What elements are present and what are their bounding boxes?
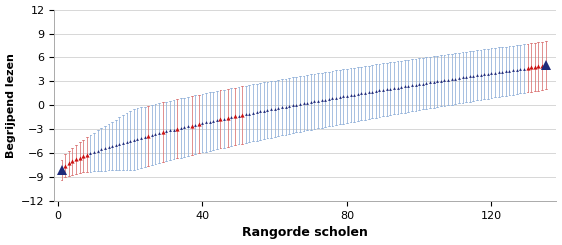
Y-axis label: Begrijpend lezen: Begrijpend lezen	[6, 53, 16, 158]
X-axis label: Rangorde scholen: Rangorde scholen	[242, 226, 368, 239]
